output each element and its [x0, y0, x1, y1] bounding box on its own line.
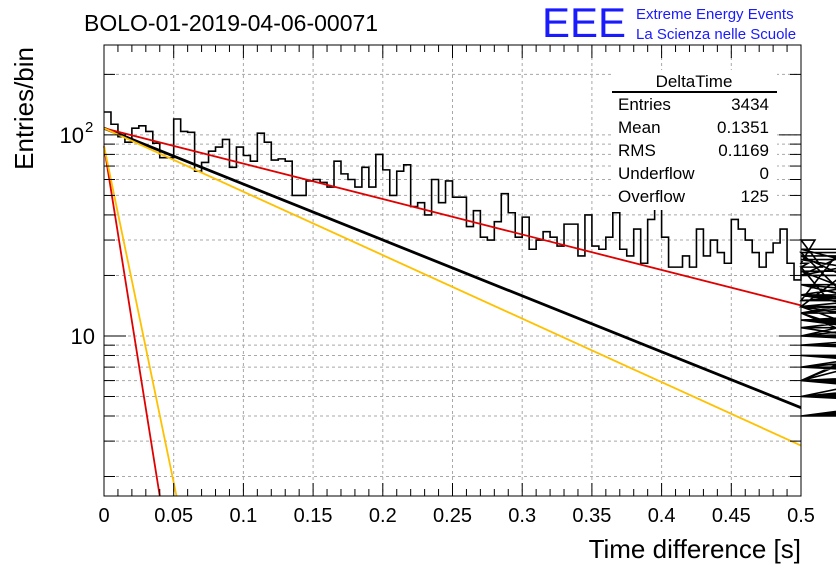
stats-row-value: 0.1169: [718, 141, 769, 160]
stats-row-label: Mean: [618, 118, 661, 137]
fit-line: [103, 145, 178, 497]
x-tick-label: 0.5: [787, 505, 815, 527]
fit-line: [103, 127, 802, 307]
x-tick-label: 0.45: [712, 505, 751, 527]
y-axis-label: Entries/bin: [9, 47, 39, 170]
histogram-series: [104, 111, 836, 417]
fit-line: [103, 126, 802, 409]
stats-box: DeltaTime Entries 3434 Mean 0.1351 RMS 0.1169…: [612, 70, 777, 210]
axes: 0 0.05 0.1 0.15 0.2 0.25 0.3 0.35 0.4 0.45 0.5 10 10…: [60, 45, 815, 527]
x-tick-label: 0.1: [229, 505, 257, 527]
x-tick-label: 0: [98, 505, 109, 527]
x-tick-label: 0.2: [369, 505, 397, 527]
stats-row-value: 0: [760, 164, 769, 183]
stats-row-value: 3434: [731, 95, 769, 114]
stats-row-value: 125: [741, 187, 769, 206]
stats-box-background: [612, 70, 777, 210]
y-tick-label-exponent: 2: [85, 119, 93, 136]
x-tick-label: 0.15: [294, 505, 333, 527]
y-tick-label: 10: [60, 123, 84, 148]
stats-row-value: 0.1351: [717, 118, 769, 137]
stats-box-title: DeltaTime: [656, 72, 733, 91]
stats-row-label: RMS: [618, 141, 656, 160]
stats-row-label: Underflow: [618, 164, 695, 183]
x-tick-label: 0.25: [433, 505, 472, 527]
fit-lines: [103, 126, 802, 497]
fit-line: [103, 145, 161, 497]
stats-box-rows: Entries 3434 Mean 0.1351 RMS 0.1169 Underflow 0…: [618, 95, 769, 206]
chart-title: BOLO-01-2019-04-06-00071: [84, 10, 378, 36]
stats-row-label: Entries: [618, 95, 671, 114]
x-tick-label: 0.05: [154, 505, 193, 527]
fit-line: [103, 127, 802, 447]
histogram-outline: [104, 111, 836, 417]
y-tick-label: 10: [71, 324, 95, 349]
x-tick-label: 0.4: [648, 505, 676, 527]
logo-line-1: Extreme Energy Events: [636, 6, 794, 23]
logo-mark: EEE: [542, 0, 626, 46]
x-tick-label: 0.3: [508, 505, 536, 527]
logo-line-2: La Scienza nelle Scuole: [636, 26, 796, 43]
stats-row-label: Overflow: [618, 187, 686, 206]
x-tick-label: 0.35: [572, 505, 611, 527]
x-axis-label: Time difference [s]: [589, 534, 801, 564]
logo: EEE Extreme Energy Events La Scienza nel…: [542, 0, 796, 46]
